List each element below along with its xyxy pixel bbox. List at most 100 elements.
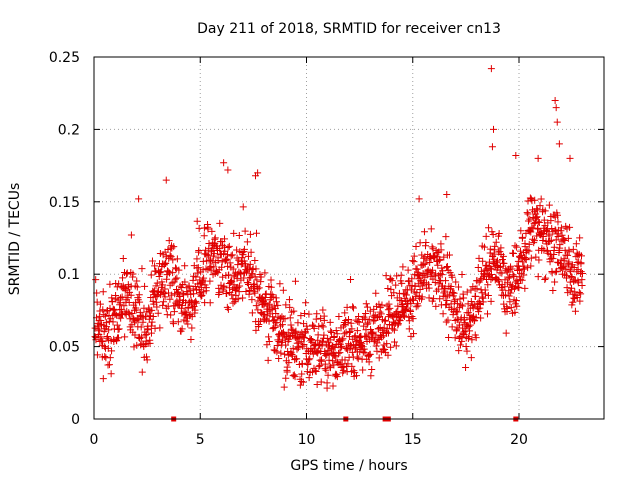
data-point xyxy=(362,310,370,318)
data-point xyxy=(214,269,222,277)
data-point xyxy=(351,333,359,341)
data-point xyxy=(533,213,541,221)
data-point xyxy=(445,334,453,342)
data-point xyxy=(453,326,461,334)
data-point xyxy=(482,232,490,240)
data-point xyxy=(409,315,417,323)
data-point xyxy=(290,307,298,315)
data-point xyxy=(387,343,395,351)
data-point xyxy=(547,236,555,244)
data-point xyxy=(198,291,206,299)
data-point xyxy=(248,296,256,304)
data-point xyxy=(296,381,304,389)
data-point xyxy=(250,281,258,289)
data-point xyxy=(384,285,392,293)
data-point xyxy=(206,299,214,307)
data-point xyxy=(353,327,361,335)
data-point xyxy=(484,281,492,289)
data-point xyxy=(386,304,394,312)
data-point xyxy=(106,280,114,288)
data-point xyxy=(267,276,275,284)
data-point xyxy=(322,366,330,374)
data-point xyxy=(554,258,562,266)
data-point xyxy=(313,310,321,318)
data-point xyxy=(390,326,398,334)
data-point xyxy=(419,270,427,278)
data-point xyxy=(182,317,190,325)
data-point xyxy=(179,289,187,297)
data-point xyxy=(381,316,389,324)
data-point xyxy=(325,350,333,358)
data-point xyxy=(106,354,114,362)
data-point xyxy=(534,154,542,162)
data-point xyxy=(472,292,480,300)
data-point xyxy=(302,299,310,307)
data-point xyxy=(339,335,347,343)
data-point xyxy=(550,243,558,251)
data-point xyxy=(486,245,494,253)
data-point xyxy=(572,240,580,248)
data-point xyxy=(578,252,586,260)
data-point xyxy=(148,318,156,326)
data-point xyxy=(229,265,237,273)
data-point xyxy=(401,306,409,314)
data-point xyxy=(545,201,553,209)
data-point xyxy=(567,272,575,280)
data-point xyxy=(420,261,428,269)
data-point xyxy=(146,339,154,347)
data-point xyxy=(421,260,429,268)
data-point xyxy=(344,360,352,368)
data-point xyxy=(403,304,411,312)
data-point xyxy=(576,297,584,305)
data-point xyxy=(323,384,331,392)
data-point xyxy=(390,338,398,346)
data-point xyxy=(151,324,159,332)
data-point xyxy=(442,233,450,241)
data-point xyxy=(351,369,359,377)
data-point xyxy=(358,340,366,348)
data-point xyxy=(483,310,491,318)
data-point xyxy=(289,344,297,352)
data-point xyxy=(131,331,139,339)
data-point xyxy=(338,342,346,350)
data-point xyxy=(200,224,208,232)
data-point xyxy=(96,300,104,308)
data-point xyxy=(552,104,560,112)
data-point xyxy=(534,218,542,226)
data-point xyxy=(455,347,463,355)
data-point xyxy=(388,277,396,285)
data-point xyxy=(425,281,433,289)
data-point xyxy=(333,373,341,381)
data-point xyxy=(252,265,260,273)
data-point xyxy=(252,302,260,310)
data-point xyxy=(443,263,451,271)
data-point xyxy=(494,275,502,283)
data-point xyxy=(286,303,294,311)
data-point xyxy=(476,276,484,284)
data-point xyxy=(456,321,464,329)
data-point xyxy=(549,255,557,263)
data-point xyxy=(504,274,512,282)
data-point xyxy=(333,330,341,338)
data-point xyxy=(559,235,567,243)
data-point xyxy=(147,271,155,279)
data-point xyxy=(367,372,375,380)
data-point xyxy=(178,325,186,333)
data-point xyxy=(527,228,535,236)
data-point xyxy=(359,348,367,356)
data-point xyxy=(282,301,290,309)
data-point xyxy=(555,140,563,148)
data-point xyxy=(517,247,525,255)
data-point xyxy=(432,302,440,310)
data-point xyxy=(557,227,565,235)
data-point xyxy=(144,326,152,334)
data-point xyxy=(527,262,535,270)
data-point xyxy=(556,241,564,249)
data-point xyxy=(349,304,357,312)
data-point xyxy=(573,293,581,301)
data-point xyxy=(315,362,323,370)
data-point xyxy=(517,276,525,284)
data-point xyxy=(324,371,332,379)
data-point xyxy=(487,65,495,73)
